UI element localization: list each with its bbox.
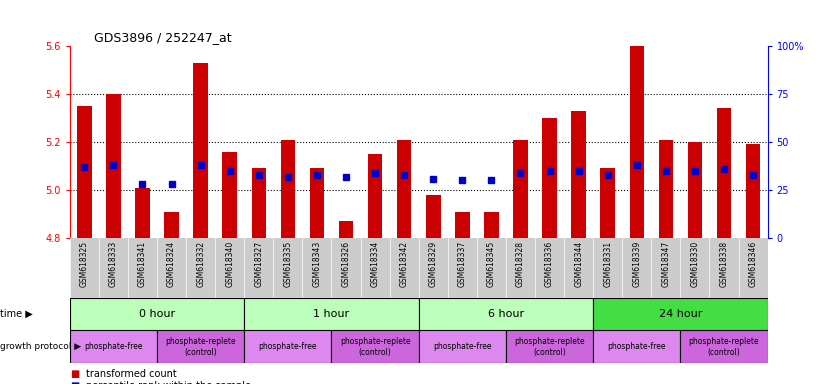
Bar — [281, 140, 295, 238]
Text: GSM618337: GSM618337 — [458, 241, 467, 287]
Bar — [419, 298, 594, 330]
Text: GSM618333: GSM618333 — [109, 241, 118, 287]
Bar — [157, 330, 245, 363]
Text: 6 hour: 6 hour — [488, 309, 524, 319]
Text: GSM618339: GSM618339 — [632, 241, 641, 287]
Text: GDS3896 / 252247_at: GDS3896 / 252247_at — [94, 31, 232, 44]
Bar — [310, 169, 324, 238]
Bar — [681, 330, 768, 363]
Text: GSM618331: GSM618331 — [603, 241, 612, 287]
Bar — [339, 221, 353, 238]
Bar — [332, 330, 419, 363]
Bar — [506, 330, 594, 363]
Bar — [455, 212, 470, 238]
Bar — [245, 298, 419, 330]
Bar — [745, 144, 760, 238]
Bar — [397, 140, 411, 238]
Text: 24 hour: 24 hour — [658, 309, 702, 319]
Text: GSM618334: GSM618334 — [370, 241, 379, 287]
Text: GSM618325: GSM618325 — [80, 241, 89, 287]
Bar — [106, 94, 121, 238]
Text: transformed count: transformed count — [86, 369, 177, 379]
Bar — [368, 154, 383, 238]
Text: phosphate-free: phosphate-free — [84, 342, 143, 351]
Text: GSM618327: GSM618327 — [255, 241, 264, 287]
Bar — [484, 212, 498, 238]
Text: phosphate-free: phosphate-free — [433, 342, 492, 351]
Text: GSM618338: GSM618338 — [719, 241, 728, 287]
Text: GSM618329: GSM618329 — [429, 241, 438, 287]
Text: phosphate-free: phosphate-free — [608, 342, 666, 351]
Bar — [571, 111, 586, 238]
Bar — [70, 298, 245, 330]
Text: GSM618342: GSM618342 — [400, 241, 409, 287]
Bar — [688, 142, 702, 238]
Bar — [593, 298, 768, 330]
Bar — [600, 169, 615, 238]
Text: GSM618324: GSM618324 — [167, 241, 176, 287]
Text: 1 hour: 1 hour — [314, 309, 350, 319]
Text: phosphate-free: phosphate-free — [259, 342, 317, 351]
Text: GSM618341: GSM618341 — [138, 241, 147, 287]
Bar — [70, 330, 157, 363]
Text: GSM618340: GSM618340 — [225, 241, 234, 287]
Text: GSM618345: GSM618345 — [487, 241, 496, 287]
Text: percentile rank within the sample: percentile rank within the sample — [86, 381, 251, 384]
Bar — [251, 169, 266, 238]
Text: ■: ■ — [70, 369, 79, 379]
Text: GSM618343: GSM618343 — [313, 241, 322, 287]
Bar — [164, 212, 179, 238]
Text: 0 hour: 0 hour — [139, 309, 175, 319]
Text: GSM618347: GSM618347 — [662, 241, 671, 287]
Text: GSM618346: GSM618346 — [749, 241, 758, 287]
Text: GSM618336: GSM618336 — [545, 241, 554, 287]
Bar — [245, 330, 332, 363]
Text: GSM618335: GSM618335 — [283, 241, 292, 287]
Bar — [593, 330, 681, 363]
Bar — [77, 106, 92, 238]
Text: GSM618332: GSM618332 — [196, 241, 205, 287]
Bar — [194, 63, 208, 238]
Text: phosphate-replete
(control): phosphate-replete (control) — [689, 336, 759, 357]
Text: GSM618326: GSM618326 — [342, 241, 351, 287]
Text: growth protocol ▶: growth protocol ▶ — [0, 342, 81, 351]
Text: phosphate-replete
(control): phosphate-replete (control) — [514, 336, 585, 357]
Text: phosphate-replete
(control): phosphate-replete (control) — [340, 336, 410, 357]
Text: GSM618330: GSM618330 — [690, 241, 699, 287]
Text: GSM618328: GSM618328 — [516, 241, 525, 287]
Text: phosphate-replete
(control): phosphate-replete (control) — [165, 336, 236, 357]
Bar — [513, 140, 528, 238]
Bar — [426, 195, 441, 238]
Text: GSM618344: GSM618344 — [574, 241, 583, 287]
Bar — [658, 140, 673, 238]
Text: ■: ■ — [70, 381, 79, 384]
Text: time ▶: time ▶ — [0, 309, 33, 319]
Bar — [419, 330, 506, 363]
Bar — [717, 108, 732, 238]
Bar — [543, 118, 557, 238]
Bar — [135, 188, 149, 238]
Bar — [630, 46, 644, 238]
Bar — [222, 152, 237, 238]
